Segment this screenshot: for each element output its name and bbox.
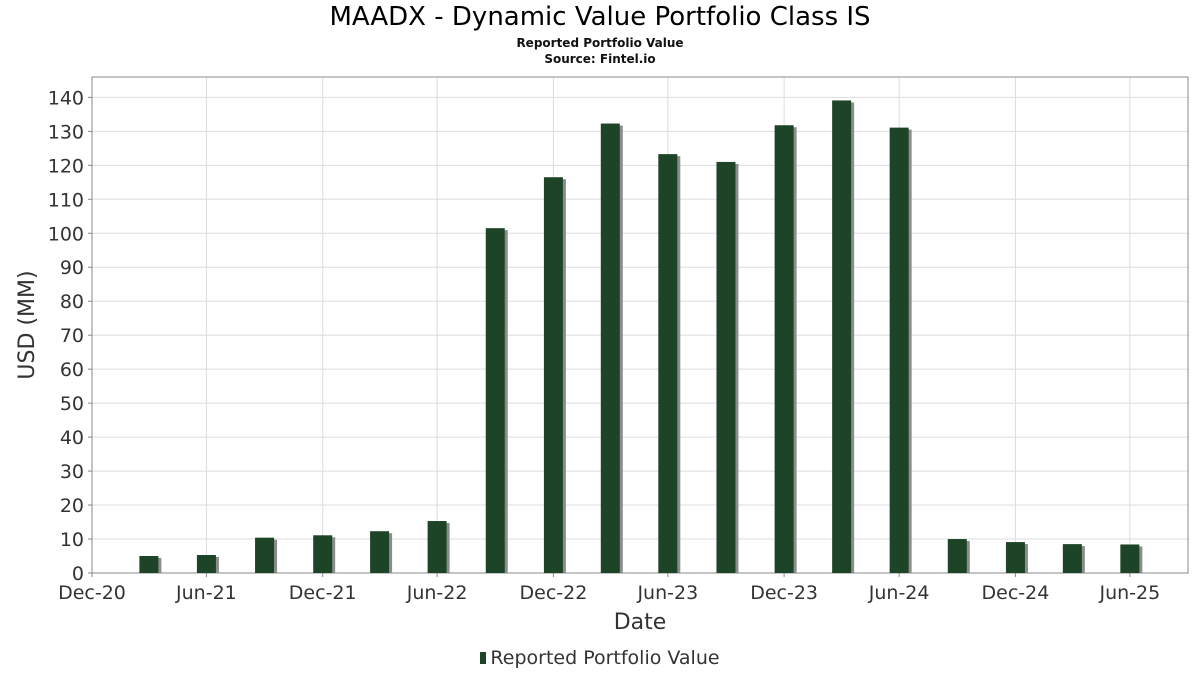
bar bbox=[1120, 544, 1143, 573]
grid-lines bbox=[91, 77, 1188, 574]
bar bbox=[427, 521, 450, 573]
x-tick-label: Dec-24 bbox=[982, 582, 1050, 604]
x-tick-label: Dec-20 bbox=[58, 582, 126, 604]
bar-fill bbox=[543, 177, 563, 573]
chart-subtitle: Reported Portfolio Value bbox=[516, 36, 684, 50]
bar-fill bbox=[255, 537, 275, 573]
x-tick-label: Jun-22 bbox=[406, 582, 468, 604]
y-tick-label: 80 bbox=[60, 291, 84, 313]
bar-fill bbox=[1062, 544, 1082, 573]
y-tick-label: 130 bbox=[48, 121, 84, 143]
y-tick-label: 20 bbox=[60, 495, 84, 517]
legend-label: Reported Portfolio Value bbox=[490, 647, 720, 669]
bar-fill bbox=[139, 556, 159, 573]
y-tick-label: 10 bbox=[60, 529, 84, 551]
x-tick-label: Dec-22 bbox=[520, 582, 588, 604]
x-tick-label: Jun-25 bbox=[1098, 582, 1160, 604]
axis-ticks: 0 10 20 30 40 50 60 70 80 90 100 110 120 130 140 Dec-20… bbox=[48, 87, 1160, 604]
chart-source: Source: Fintel.io bbox=[544, 52, 656, 66]
bar-fill bbox=[716, 161, 736, 573]
bar-fill bbox=[832, 100, 852, 573]
bar-fill bbox=[658, 154, 678, 574]
bar-fill bbox=[889, 127, 909, 574]
bar-fill bbox=[774, 125, 794, 574]
bar-fill bbox=[196, 554, 216, 573]
bars bbox=[139, 100, 1143, 574]
y-tick-label: 140 bbox=[48, 87, 84, 109]
bar bbox=[658, 154, 681, 574]
bar bbox=[947, 539, 970, 573]
bar bbox=[774, 125, 797, 574]
bar-fill bbox=[947, 539, 967, 573]
bar bbox=[196, 554, 219, 573]
bar bbox=[1005, 542, 1028, 573]
x-tick-label: Jun-23 bbox=[636, 582, 698, 604]
chart-title: MAADX - Dynamic Value Portfolio Class IS bbox=[329, 2, 871, 32]
bar bbox=[600, 123, 623, 573]
bar bbox=[255, 537, 278, 573]
y-tick-label: 90 bbox=[60, 257, 84, 279]
legend: Reported Portfolio Value bbox=[0, 647, 1200, 669]
y-tick-label: 50 bbox=[60, 393, 84, 415]
y-tick-label: 100 bbox=[48, 223, 84, 245]
y-tick-label: 110 bbox=[48, 189, 84, 211]
y-tick-label: 0 bbox=[72, 563, 84, 585]
x-tick-label: Dec-23 bbox=[750, 582, 818, 604]
bar bbox=[889, 127, 912, 574]
y-tick-label: 60 bbox=[60, 359, 84, 381]
bar bbox=[485, 228, 508, 573]
y-axis-title: USD (MM) bbox=[15, 270, 40, 379]
plot-area bbox=[91, 76, 1189, 574]
bar-fill bbox=[1120, 544, 1140, 573]
x-tick-label: Dec-21 bbox=[289, 582, 357, 604]
bar bbox=[543, 177, 566, 573]
y-tick-label: 120 bbox=[48, 155, 84, 177]
bar bbox=[370, 531, 393, 573]
x-tick-label: Jun-21 bbox=[175, 582, 237, 604]
bar-fill bbox=[427, 521, 447, 573]
bar bbox=[1062, 544, 1085, 573]
bar bbox=[832, 100, 855, 573]
y-tick-label: 30 bbox=[60, 461, 84, 483]
bar-fill bbox=[485, 228, 505, 573]
bar bbox=[139, 556, 162, 573]
bar-fill bbox=[313, 535, 333, 573]
legend-swatch bbox=[480, 652, 487, 664]
x-tick-label: Jun-24 bbox=[868, 582, 930, 604]
y-tick-label: 70 bbox=[60, 325, 84, 347]
bar-fill bbox=[1005, 542, 1025, 573]
bar bbox=[313, 535, 336, 573]
bar-fill bbox=[370, 531, 390, 573]
bar bbox=[716, 161, 739, 573]
y-tick-label: 40 bbox=[60, 427, 84, 449]
bar-fill bbox=[600, 123, 620, 573]
x-axis-title: Date bbox=[614, 610, 667, 635]
